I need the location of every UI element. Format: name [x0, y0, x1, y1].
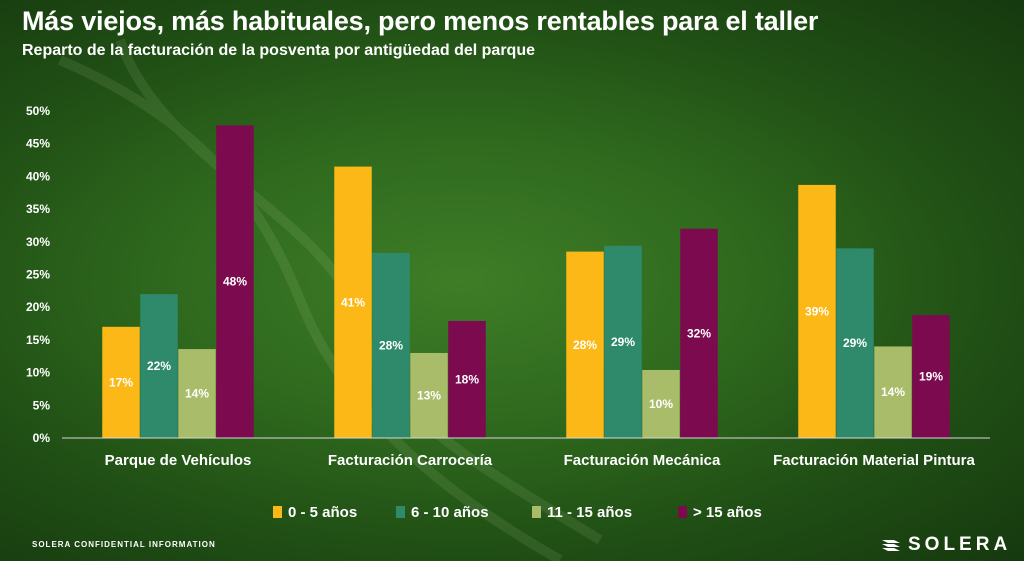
- y-tick-label-7: 35%: [26, 202, 50, 216]
- bar-0-1: [140, 294, 178, 438]
- y-tick-label-2: 10%: [26, 366, 50, 380]
- legend: 0 - 5 años 6 - 10 años 11 - 15 años > 15 añ…: [273, 504, 762, 521]
- category-label-0: Parque de Vehículos: [105, 452, 252, 469]
- y-tick-label-10: 50%: [26, 104, 50, 118]
- y-tick-label-5: 25%: [26, 268, 50, 282]
- data-label-3-3: 19%: [919, 370, 943, 384]
- data-label-1-2: 13%: [417, 388, 441, 402]
- bar-3-3: [912, 315, 950, 438]
- confidential-notice: SOLERA CONFIDENTIAL INFORMATION: [32, 540, 216, 549]
- data-label-1-0: 41%: [341, 295, 365, 309]
- bar-1-1: [372, 252, 410, 438]
- y-tick-label-9: 45%: [26, 137, 50, 151]
- category-label-2: Facturación Mecánica: [564, 452, 721, 469]
- legend-label-0: 0 - 5 años: [288, 504, 357, 521]
- category-label-1: Facturación Carrocería: [328, 452, 493, 469]
- bars: [102, 125, 950, 438]
- data-label-3-2: 14%: [881, 385, 905, 399]
- data-label-0-0: 17%: [109, 375, 133, 389]
- bar-2-1: [604, 245, 642, 438]
- data-label-2-0: 28%: [573, 338, 597, 352]
- bar-2-2: [642, 369, 680, 438]
- y-tick-label-8: 40%: [26, 169, 50, 183]
- data-label-0-2: 14%: [185, 387, 209, 401]
- category-labels: Parque de Vehículos Facturación Carrocerí…: [105, 452, 976, 469]
- legend-label-2: 11 - 15 años: [547, 504, 632, 521]
- bar-1-2: [410, 352, 448, 438]
- y-tick-label-0: 0%: [33, 431, 51, 445]
- bar-2-0: [566, 251, 604, 438]
- data-label-0-3: 48%: [223, 275, 247, 289]
- y-axis: 0% 5% 10% 15% 20% 25% 30% 35% 40% 45% 50%: [26, 104, 50, 445]
- solera-logo: SOLERA: [880, 534, 1011, 556]
- bar-1-3: [448, 320, 486, 438]
- legend-swatch-2: [532, 506, 541, 518]
- data-label-1-1: 28%: [379, 338, 403, 352]
- data-label-2-2: 10%: [649, 397, 673, 411]
- data-label-1-3: 18%: [455, 372, 479, 386]
- bar-3-1: [836, 248, 874, 438]
- bar-3-0: [798, 184, 836, 438]
- bar-2-3: [680, 228, 718, 438]
- bar-0-3: [216, 125, 254, 438]
- y-tick-label-6: 30%: [26, 235, 50, 249]
- brand-name: SOLERA: [908, 534, 1012, 555]
- data-label-0-1: 22%: [147, 359, 171, 373]
- bar-1-0: [334, 166, 372, 438]
- y-tick-label-4: 20%: [26, 300, 50, 314]
- data-label-2-1: 29%: [611, 335, 635, 349]
- legend-swatch-0: [273, 506, 282, 518]
- legend-swatch-1: [396, 506, 405, 518]
- data-label-3-0: 39%: [805, 304, 829, 318]
- legend-label-1: 6 - 10 años: [411, 504, 489, 521]
- category-label-3: Facturación Material Pintura: [773, 452, 975, 469]
- page-title: Más viejos, más habituales, pero menos r…: [22, 6, 819, 36]
- bar-3-2: [874, 346, 912, 438]
- y-tick-label-1: 5%: [33, 398, 51, 412]
- bar-0-2: [178, 349, 216, 438]
- bar-0-0: [102, 326, 140, 438]
- data-label-2-3: 32%: [687, 326, 711, 340]
- data-label-3-1: 29%: [843, 336, 867, 350]
- y-tick-label-3: 15%: [26, 333, 50, 347]
- legend-swatch-3: [678, 506, 687, 518]
- data-labels: 17% 22% 14% 48% 41% 28% 13% 18% 28% 29% 10% 32% 39% 2…: [109, 275, 943, 411]
- legend-label-3: > 15 años: [693, 504, 762, 521]
- solera-mark-icon: [882, 540, 900, 551]
- page-subtitle: Reparto de la facturación de la posventa…: [22, 42, 535, 59]
